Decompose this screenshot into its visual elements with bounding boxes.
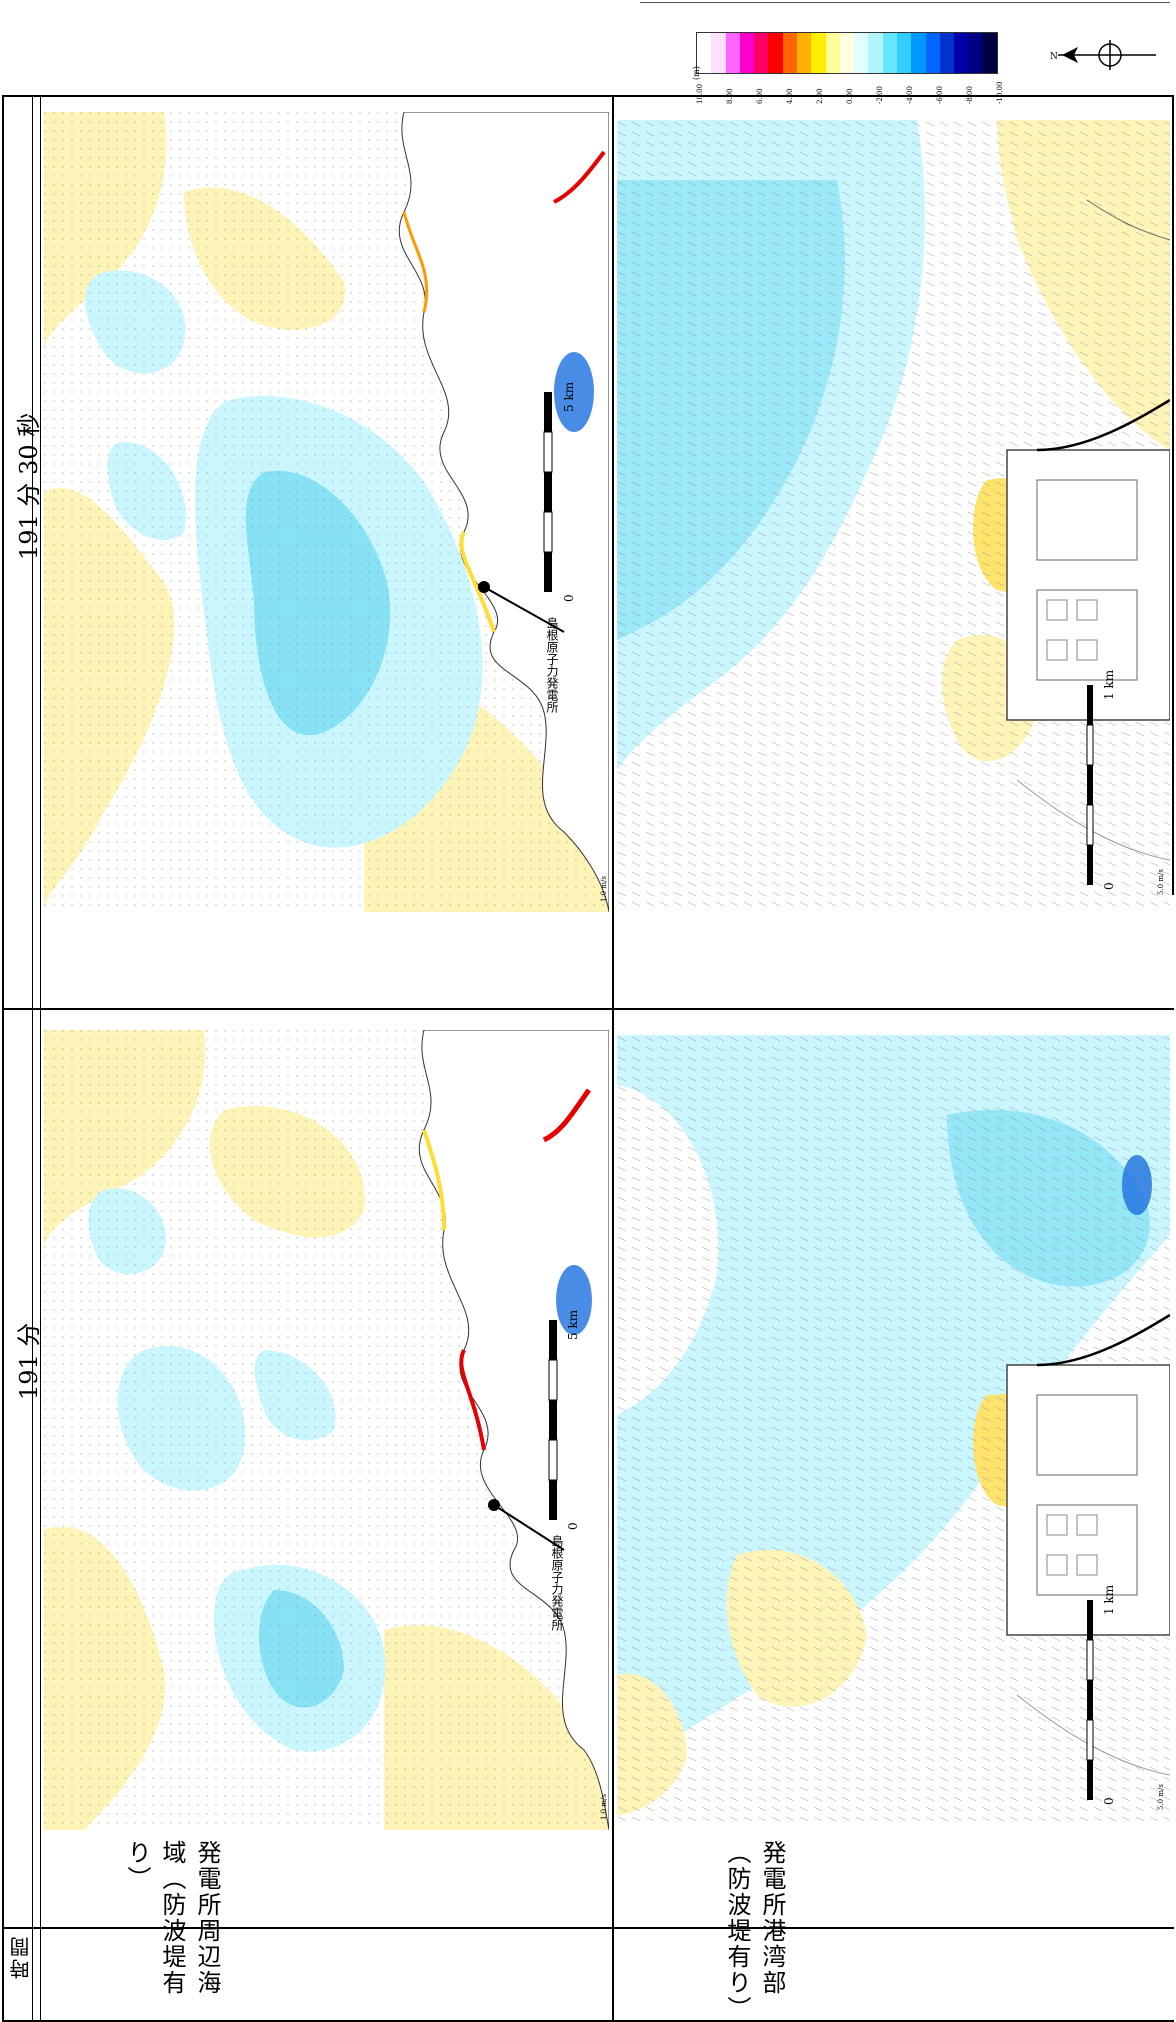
plant-label-t2: 島根原子力発電所: [545, 617, 559, 713]
result-table: [0, 95, 1176, 2022]
region-scale-zero-t2: 0: [562, 594, 576, 602]
color-scale-cell: [968, 33, 984, 73]
map-region-t1: 5 km 0 島根原子力発電所 1.0 m/s: [44, 1030, 609, 1830]
colorbar-legend: 10.008.006.004.002.000.00-2.00-4.00-6.00…: [640, 0, 1176, 104]
color-scale-cell: [868, 33, 884, 73]
color-scale-cell: [739, 33, 755, 73]
harbor-scale-zero-t2: 0: [1102, 882, 1116, 890]
legend-divider: [640, 2, 1170, 3]
region-scale-label-t1: 5 km: [566, 1309, 580, 1340]
color-scale-cell: [825, 33, 841, 73]
time-header: 時間: [9, 1935, 33, 1979]
color-scale-cell: [697, 33, 712, 73]
time-label-col2: 191 分 30 秒: [15, 412, 43, 560]
color-scale-bar: [696, 32, 998, 74]
harbor-scale-zero-t1: 0: [1102, 1797, 1116, 1805]
color-scale-cell: [811, 33, 827, 73]
time-label-col1: 191 分: [15, 1322, 43, 1400]
region-velocity-t1: 1.0 m/s: [600, 1794, 608, 1820]
harbor-velocity-t1: 5.0 m/s: [1157, 1784, 1165, 1810]
color-scale-cell: [911, 33, 927, 73]
map-region-t2: 5 km 0 島根原子力発電所 1.0 m/s: [44, 112, 609, 912]
color-scale-unit: (m): [692, 66, 701, 80]
color-scale-cell: [754, 33, 769, 73]
north-arrow-icon: N: [1050, 40, 1156, 70]
color-scale-cell: [725, 33, 741, 73]
row-label-region: 発電所周辺海域（防波堤有り）: [123, 1840, 221, 1996]
color-scale-cell: [982, 33, 998, 73]
region-velocity-t2: 1.0 m/s: [600, 876, 608, 902]
harbor-scale-label-t1: 1 km: [1102, 1584, 1116, 1615]
color-scale-cell: [782, 33, 798, 73]
color-scale-cell: [925, 33, 941, 73]
color-scale-cell: [939, 33, 955, 73]
harbor-velocity-t2: 5.0 m/s: [1157, 869, 1165, 895]
row-label-harbor: 発電所港湾部（防波堤有り）: [723, 1840, 786, 2022]
color-scale-cell: [797, 33, 812, 73]
color-scale-ticks: 10.008.006.004.002.000.00-2.00-4.00-6.00…: [688, 74, 1008, 104]
region-scale-label-t2: 5 km: [562, 381, 576, 412]
color-scale-cell: [711, 33, 727, 73]
region-scale-zero-t1: 0: [566, 1522, 580, 1530]
plant-label-t1: 島根原子力発電所: [550, 1535, 564, 1631]
harbor-scale-label-t2: 1 km: [1102, 669, 1116, 700]
north-letter: N: [1050, 52, 1058, 62]
color-scale-cell: [882, 33, 898, 73]
color-scale-cell: [839, 33, 855, 73]
color-scale-cell: [954, 33, 969, 73]
color-scale-cell: [897, 33, 912, 73]
color-scale-cell: [854, 33, 869, 73]
color-scale-cell: [768, 33, 784, 73]
map-harbor-t1: 1 km 0 5.0 m/s: [617, 1035, 1170, 1825]
map-harbor-t2: 1 km 0 5.0 m/s: [617, 120, 1170, 910]
